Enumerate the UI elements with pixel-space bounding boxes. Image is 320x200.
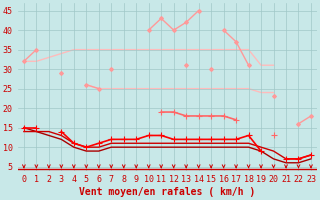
X-axis label: Vent moyen/en rafales ( km/h ): Vent moyen/en rafales ( km/h )	[79, 187, 256, 197]
